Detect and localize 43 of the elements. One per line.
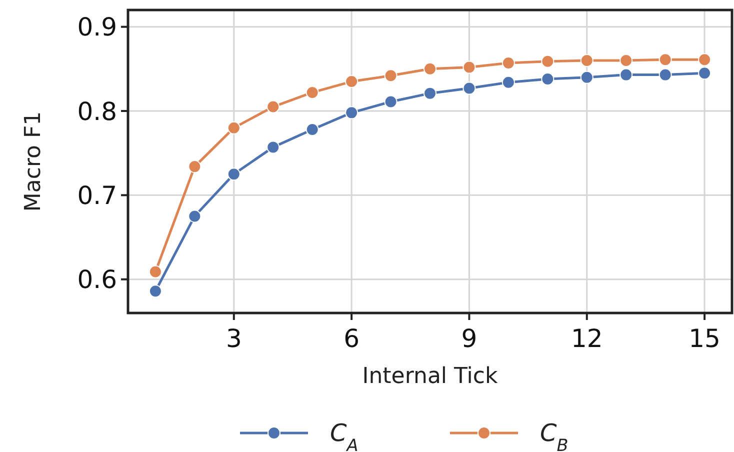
point bbox=[384, 95, 398, 108]
legend-label: C$_{A}$ bbox=[330, 419, 358, 452]
point bbox=[345, 75, 358, 88]
x-tick-label: 15 bbox=[688, 324, 720, 353]
point bbox=[384, 69, 398, 82]
point bbox=[620, 54, 633, 67]
point bbox=[698, 53, 712, 66]
point bbox=[580, 70, 594, 84]
y-tick-label: 0.8 bbox=[77, 96, 117, 126]
point bbox=[188, 160, 202, 174]
point bbox=[658, 68, 672, 82]
point bbox=[148, 284, 162, 298]
point bbox=[266, 100, 280, 114]
y-axis-title: Macro F1 bbox=[21, 111, 46, 212]
legend-label: C$_{B}$ bbox=[540, 419, 568, 452]
point bbox=[306, 123, 319, 136]
x-tick-label: 12 bbox=[570, 324, 603, 353]
point bbox=[188, 210, 202, 223]
point bbox=[502, 76, 515, 89]
point bbox=[580, 54, 594, 67]
point bbox=[462, 82, 476, 95]
point bbox=[502, 56, 515, 70]
point bbox=[541, 54, 554, 68]
y-tick-label: 0.9 bbox=[77, 12, 117, 42]
point bbox=[698, 66, 712, 80]
y-tick-label: 0.7 bbox=[77, 180, 117, 210]
x-tick-label: 6 bbox=[344, 324, 360, 353]
point bbox=[541, 72, 554, 86]
point bbox=[658, 53, 672, 66]
x-tick-label: 3 bbox=[226, 324, 242, 353]
x-tick-label: 9 bbox=[461, 324, 478, 353]
x-axis-title: Internal Tick bbox=[362, 364, 498, 389]
point bbox=[227, 168, 240, 181]
point bbox=[345, 106, 358, 120]
point bbox=[620, 68, 633, 82]
y-tick-label: 0.6 bbox=[77, 265, 117, 294]
point bbox=[306, 86, 319, 99]
point bbox=[424, 86, 436, 100]
point bbox=[227, 121, 240, 134]
point bbox=[462, 60, 476, 74]
point bbox=[266, 140, 280, 154]
point bbox=[424, 62, 436, 76]
point bbox=[148, 265, 162, 278]
